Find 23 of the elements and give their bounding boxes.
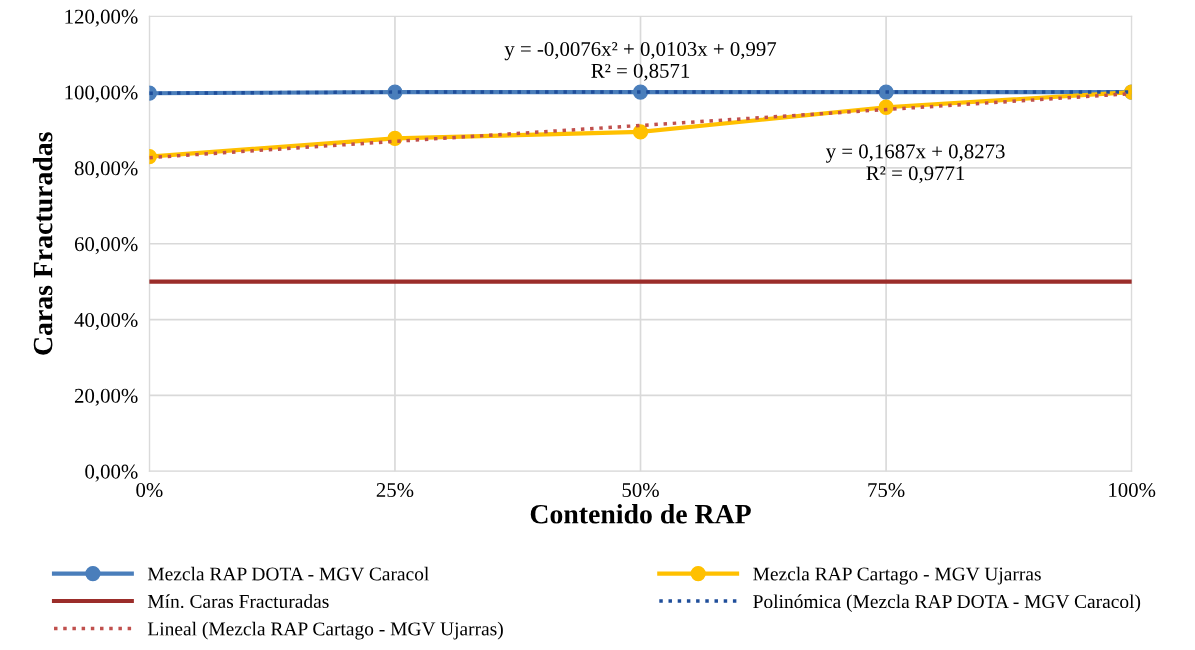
y-tick-label: 120,00% (65, 9, 138, 27)
legend-label: Mezcla RAP DOTA - MGV Caracol (147, 566, 429, 581)
y-tick-label: 80,00% (74, 161, 138, 179)
legend-label: Mezcla RAP Cartago - MGV Ujarras (753, 566, 1041, 585)
y-tick-label: 100,00% (65, 85, 138, 103)
x-tick-label: 0% (136, 482, 163, 498)
x-axis-title: Contenido de RAP (530, 504, 751, 524)
y-tick-label: 20,00% (74, 388, 138, 406)
y-tick-label: 60,00% (74, 237, 138, 255)
x-tick-label: 25% (376, 482, 414, 498)
legend-label: Polinómica (Mezcla RAP DOTA - MGV Caracol) (753, 594, 1141, 613)
legend-label: Mín. Caras Fracturadas (147, 594, 329, 609)
point (878, 99, 894, 115)
annotation: y = 0,1687x + 0,8273 R² = 0,9771 (825, 144, 1005, 184)
x-tick-label: 100% (1109, 482, 1156, 498)
y-tick-label: 0,00% (85, 464, 138, 482)
x-tick-label: 50% (622, 482, 659, 498)
y-tick-label: 40,00% (74, 312, 138, 331)
annotation: y = -0,0076x² + 0,0103x + 0,997 R² = 0,8571 (504, 41, 777, 81)
x-tick-label: 75% (868, 482, 905, 498)
legend-label: Lineal (Mezcla RAP Cartago - MGV Ujarras) (147, 621, 503, 640)
point (632, 124, 649, 140)
y-axis-title: Caras Fracturadas (32, 132, 53, 355)
